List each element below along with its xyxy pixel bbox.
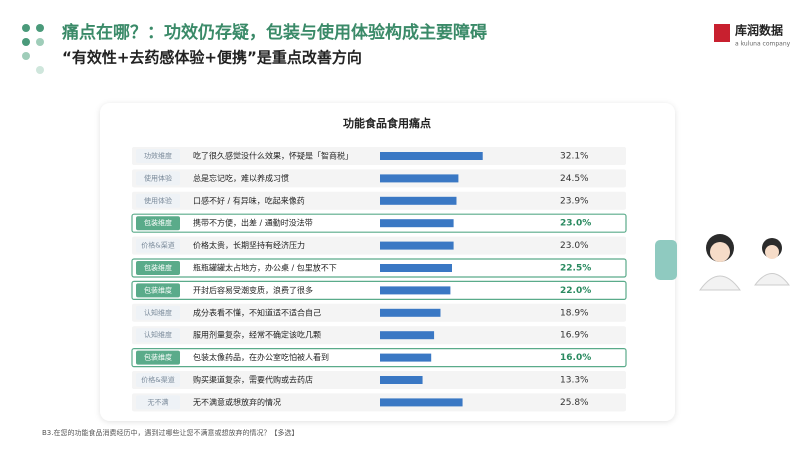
row-bg [132, 393, 626, 412]
dimension-tag: 使用体验 [144, 196, 172, 205]
dimension-tag-bg [136, 149, 180, 163]
category-label: 无不满意或想放弃的情况 [193, 397, 281, 407]
value-label: 23.9% [560, 196, 589, 206]
footnote: B3.在您的功能食品消费经历中，遇到过哪些让您不满意或想放弃的情况？【多选】 [42, 428, 298, 437]
bar [380, 353, 432, 362]
row-bg [132, 147, 626, 165]
dimension-tag: 使用体验 [144, 173, 172, 182]
row-bg [132, 169, 626, 188]
bar [380, 196, 457, 205]
row-bg [132, 191, 626, 210]
dimension-tag-bg [136, 305, 180, 320]
bar [380, 264, 452, 272]
dimension-tag-bg [136, 350, 180, 365]
decor-dots [22, 24, 44, 74]
row-bg [131, 258, 627, 278]
dimension-tag-bg [136, 261, 180, 275]
row-bg [132, 326, 626, 345]
value-label: 23.0% [560, 241, 589, 251]
page-subtitle: “有效性+去药感体验+便携”是重点改善方向 [62, 49, 362, 67]
bar [380, 152, 483, 160]
logo-mark [714, 24, 730, 42]
dimension-tag-bg [136, 395, 180, 410]
value-label: 13.3% [560, 376, 589, 386]
dimension-tag: 无不满 [148, 397, 169, 406]
bar [380, 398, 463, 407]
bar [380, 286, 451, 295]
dimension-tag: 价格&渠道 [141, 375, 174, 384]
dimension-tag: 认知维度 [144, 308, 172, 317]
dimension-tag-bg [136, 216, 180, 231]
row-bg [131, 348, 627, 368]
category-label: 成分表看不懂，不知道适不适合自己 [193, 307, 321, 317]
category-label: 携带不方便，出差 / 通勤时没法带 [193, 218, 313, 228]
category-label: 价格太贵，长期坚持有经济压力 [193, 240, 305, 250]
row-bg [132, 236, 626, 255]
category-label: 购买渠道复杂，需要代购或去药店 [193, 375, 313, 385]
value-label: 22.5% [560, 264, 591, 274]
row-bg [131, 213, 627, 233]
row-bg [131, 280, 627, 300]
dimension-tag: 包装维度 [144, 285, 172, 294]
bar [380, 219, 454, 228]
dimension-tag-bg [136, 193, 180, 208]
value-label: 23.0% [560, 219, 591, 229]
row-bg [132, 303, 626, 322]
value-label: 32.1% [560, 152, 589, 162]
dimension-tag-bg [136, 171, 180, 186]
illustration [655, 234, 790, 291]
category-label: 总是忘记吃，难以养成习惯 [193, 173, 289, 183]
dimension-tag-bg [136, 238, 180, 253]
bar [380, 331, 435, 340]
value-label: 16.9% [560, 331, 589, 341]
dimension-tag-bg [136, 328, 180, 343]
dimension-tag: 认知维度 [144, 330, 172, 339]
category-label: 口感不好 / 有异味，吃起来像药 [193, 195, 305, 205]
row-bg [132, 371, 626, 389]
dimension-tag-bg [136, 283, 180, 298]
value-label: 22.0% [560, 286, 591, 296]
category-label: 开封后容易受潮变质，浪费了很多 [193, 285, 313, 295]
dimension-tag: 价格&渠道 [141, 241, 174, 250]
value-label: 25.8% [560, 398, 589, 408]
bar [380, 174, 459, 183]
value-label: 18.9% [560, 308, 589, 318]
category-label: 包装太像药品，在办公室吃怕被人看到 [193, 352, 329, 362]
value-label: 24.5% [560, 174, 589, 184]
value-label: 16.0% [560, 353, 591, 363]
dimension-tag: 包装维度 [144, 353, 172, 362]
chart-title: 功能食品食用痛点 [343, 116, 431, 130]
dimension-tag: 包装维度 [144, 263, 172, 272]
category-label: 瓶瓶罐罐太占地方，办公桌 / 包里放不下 [193, 263, 337, 273]
dimension-tag-bg [136, 373, 180, 387]
category-label: 服用剂量复杂，经常不确定该吃几颗 [193, 330, 321, 340]
page-title: 痛点在哪？：功效仍存疑，包装与使用体验构成主要障碍 [62, 22, 487, 43]
logo-text: 库润数据 [735, 23, 783, 38]
dimension-tag: 功效维度 [144, 151, 172, 160]
bar [380, 376, 423, 384]
dimension-tag: 包装维度 [144, 218, 172, 227]
bar [380, 308, 441, 317]
bar [380, 241, 454, 250]
category-label: 吃了很久感觉没什么效果，怀疑是「智商税」 [193, 151, 353, 161]
logo-tagline: a kuluna company [735, 41, 791, 48]
